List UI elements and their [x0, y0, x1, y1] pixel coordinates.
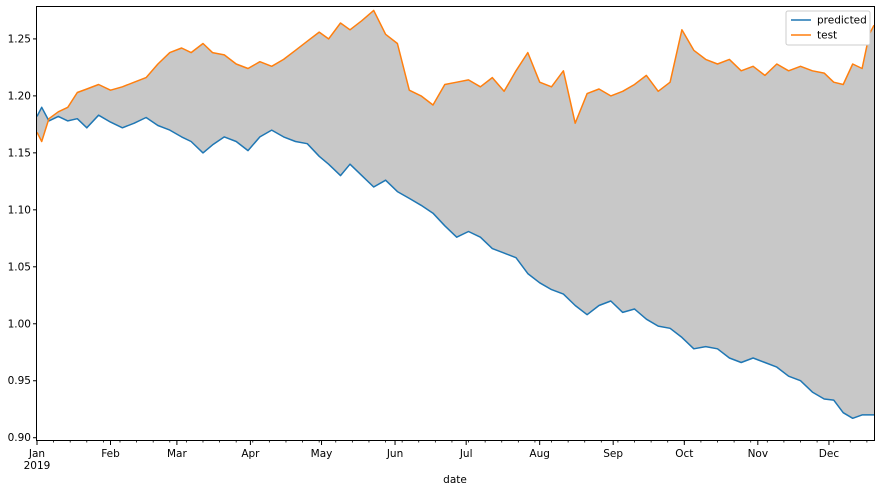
legend-label-test: test	[817, 30, 837, 42]
x-tick-label: Jan	[28, 448, 45, 460]
x-tick-label: Oct	[675, 448, 693, 460]
x-tick-label: Apr	[241, 448, 260, 460]
y-tick-label: 1.00	[8, 318, 31, 330]
x-tick-label: Dec	[819, 448, 840, 460]
plot-frame	[36, 6, 875, 441]
series-line-test	[36, 9, 875, 143]
x-tick-sublabel: 2019	[24, 460, 51, 472]
y-axis: 0.90 0.95 1.00 1.05 1.10 1.15 1.20 1.25	[8, 33, 37, 444]
x-tick-label: May	[311, 448, 333, 460]
y-tick-label: 1.10	[8, 204, 31, 216]
x-tick-label: Sep	[603, 448, 623, 460]
y-tick-label: 0.90	[8, 432, 31, 444]
x-tick-label: Feb	[101, 448, 120, 460]
y-tick-label: 1.25	[8, 33, 31, 45]
y-tick-label: 1.15	[8, 147, 31, 159]
legend: predicted test	[785, 10, 871, 46]
y-tick-label: 0.95	[8, 375, 31, 387]
x-tick-label: Nov	[748, 448, 769, 460]
y-tick-label: 1.20	[8, 90, 31, 102]
y-tick-label: 1.05	[8, 261, 31, 273]
legend-label-predicted: predicted	[817, 15, 867, 27]
x-tick-label: Jul	[459, 448, 473, 460]
x-tick-label: Jun	[386, 448, 403, 460]
series-line-predicted	[36, 106, 874, 420]
series-layer	[36, 9, 875, 420]
x-axis-title: date	[443, 474, 467, 486]
fill-between-layer	[37, 10, 874, 419]
x-tick-label: Aug	[529, 448, 550, 460]
fill-between-area	[37, 10, 874, 419]
x-tick-label: Mar	[167, 448, 187, 460]
